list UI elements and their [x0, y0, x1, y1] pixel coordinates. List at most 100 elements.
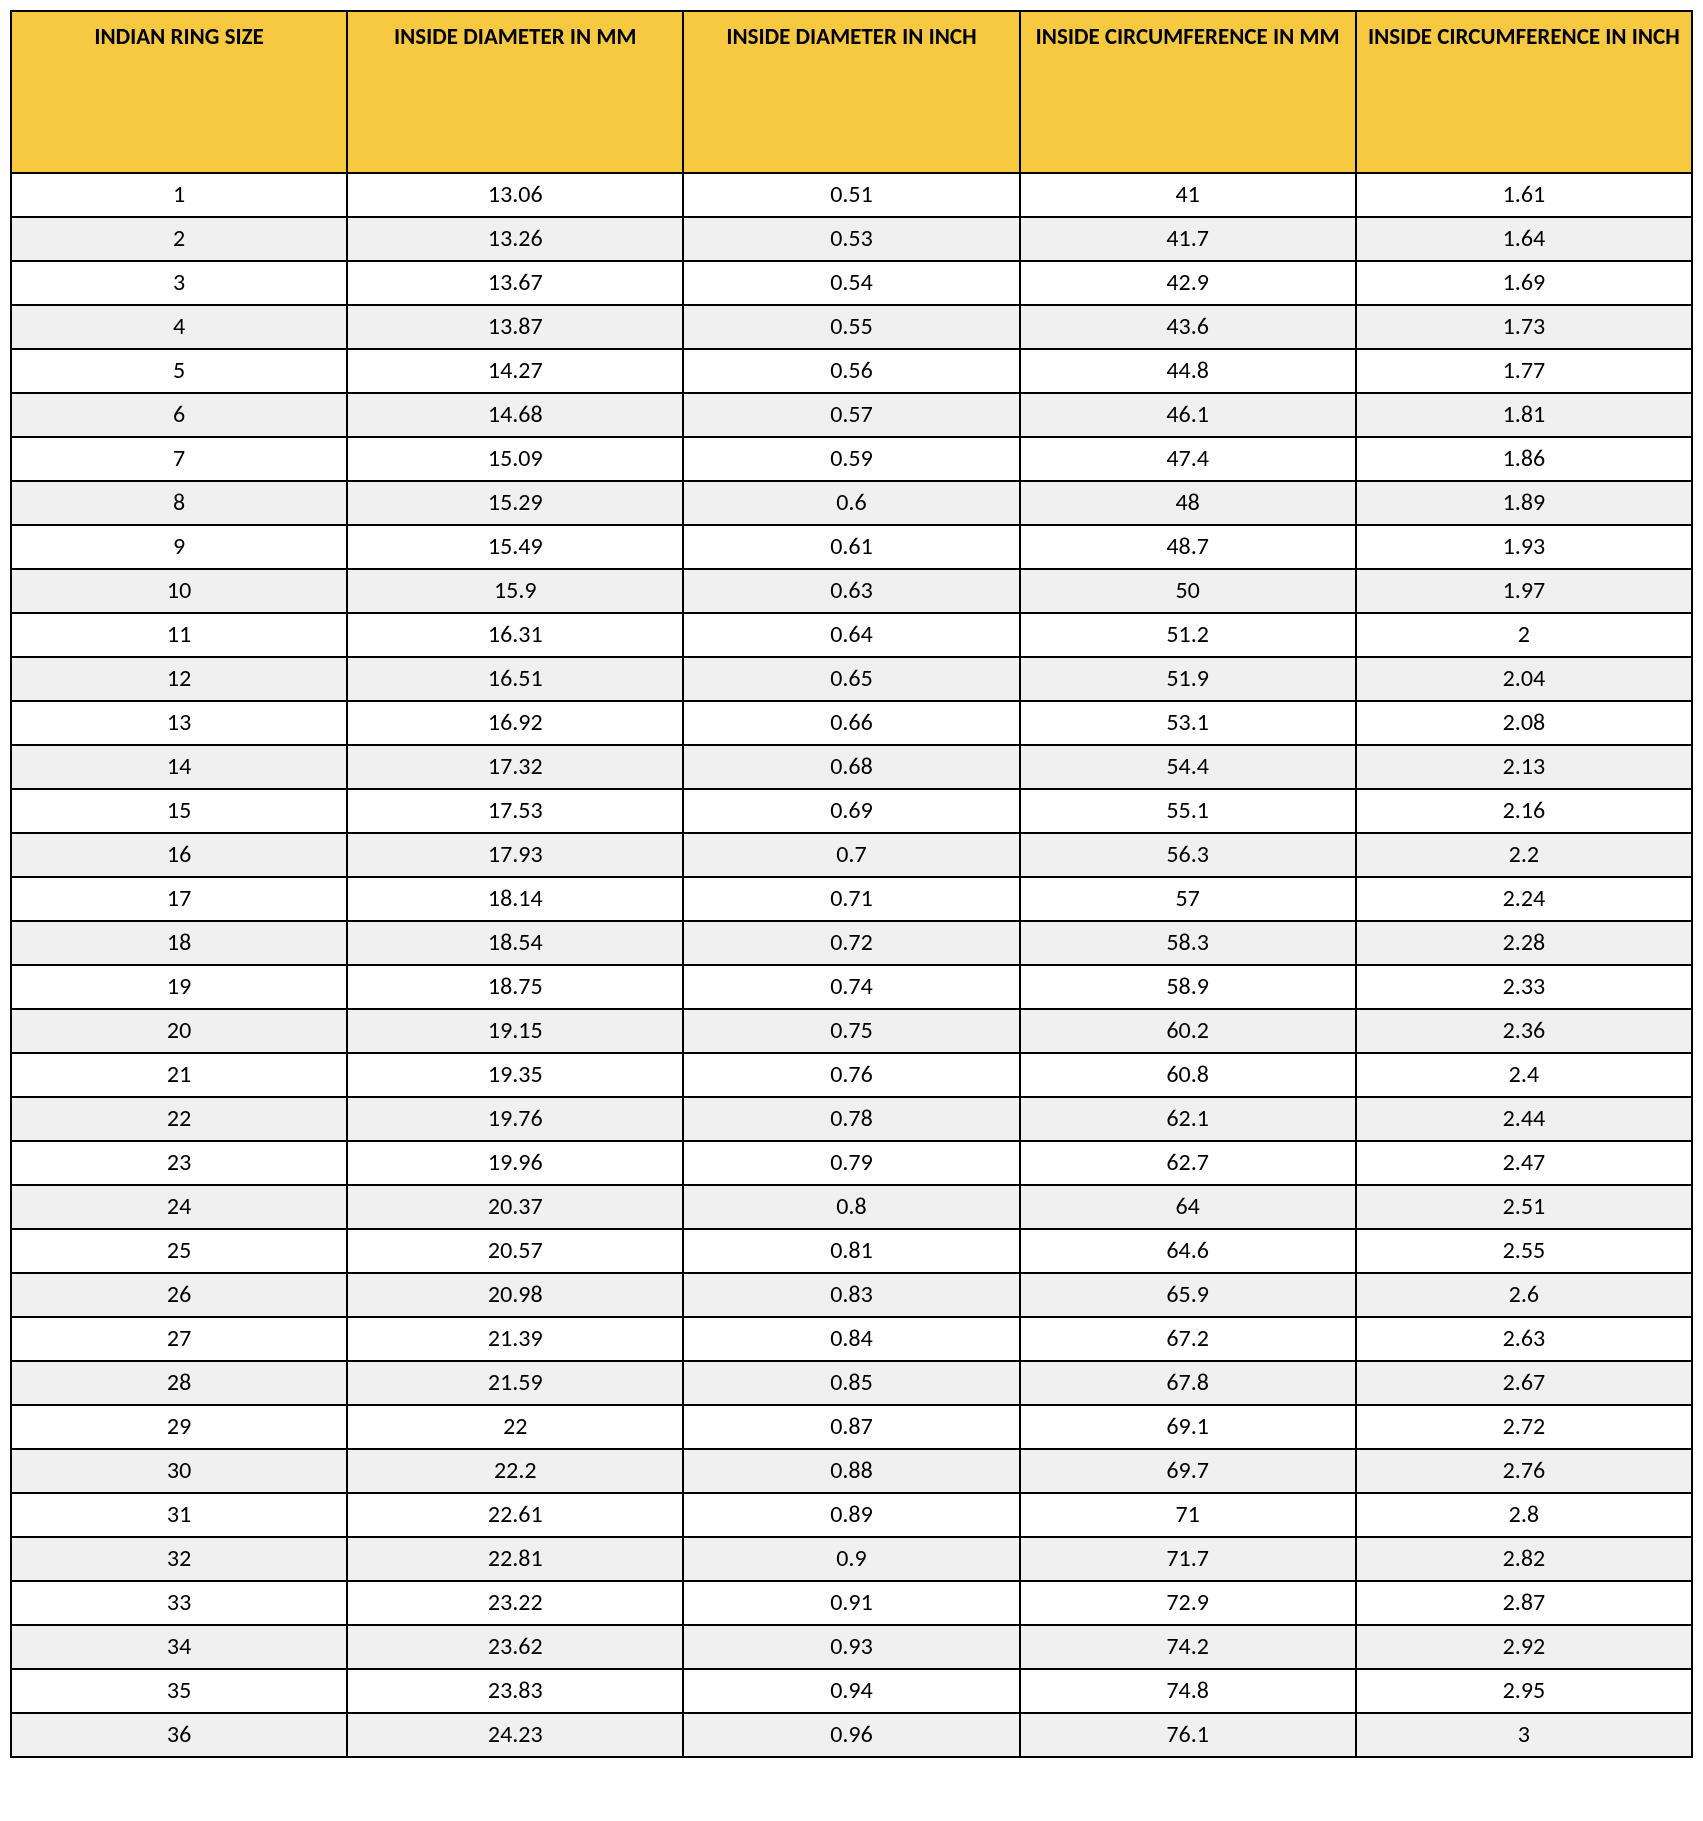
table-cell: 0.96 — [683, 1713, 1019, 1757]
table-row: 113.060.51411.61 — [11, 173, 1692, 217]
table-cell: 11 — [11, 613, 347, 657]
table-row: 213.260.5341.71.64 — [11, 217, 1692, 261]
table-cell: 12 — [11, 657, 347, 701]
table-cell: 60.8 — [1020, 1053, 1356, 1097]
table-cell: 35 — [11, 1669, 347, 1713]
table-cell: 1.97 — [1356, 569, 1692, 613]
col-header-diameter-mm: INSIDE DIAMETER IN MM — [347, 11, 683, 173]
table-row: 2219.760.7862.12.44 — [11, 1097, 1692, 1141]
table-cell: 7 — [11, 437, 347, 481]
table-row: 413.870.5543.61.73 — [11, 305, 1692, 349]
table-cell: 48 — [1020, 481, 1356, 525]
table-cell: 2.51 — [1356, 1185, 1692, 1229]
table-cell: 14 — [11, 745, 347, 789]
table-header: INDIAN RING SIZE INSIDE DIAMETER IN MM I… — [11, 11, 1692, 173]
table-row: 313.670.5442.91.69 — [11, 261, 1692, 305]
table-cell: 19.76 — [347, 1097, 683, 1141]
table-cell: 20 — [11, 1009, 347, 1053]
table-cell: 13.87 — [347, 305, 683, 349]
table-cell: 13.26 — [347, 217, 683, 261]
table-cell: 0.76 — [683, 1053, 1019, 1097]
table-cell: 0.81 — [683, 1229, 1019, 1273]
table-cell: 20.98 — [347, 1273, 683, 1317]
table-row: 614.680.5746.11.81 — [11, 393, 1692, 437]
table-cell: 67.8 — [1020, 1361, 1356, 1405]
table-cell: 1.73 — [1356, 305, 1692, 349]
table-cell: 2.44 — [1356, 1097, 1692, 1141]
table-cell: 1.93 — [1356, 525, 1692, 569]
table-cell: 2.08 — [1356, 701, 1692, 745]
col-header-diameter-inch: INSIDE DIAMETER IN INCH — [683, 11, 1019, 173]
table-cell: 53.1 — [1020, 701, 1356, 745]
table-body: 113.060.51411.61213.260.5341.71.64313.67… — [11, 173, 1692, 1757]
table-cell: 19.96 — [347, 1141, 683, 1185]
table-cell: 2.16 — [1356, 789, 1692, 833]
table-cell: 41 — [1020, 173, 1356, 217]
table-cell: 69.7 — [1020, 1449, 1356, 1493]
ring-size-table: INDIAN RING SIZE INSIDE DIAMETER IN MM I… — [10, 10, 1693, 1758]
table-cell: 0.57 — [683, 393, 1019, 437]
table-row: 3523.830.9474.82.95 — [11, 1669, 1692, 1713]
table-cell: 0.55 — [683, 305, 1019, 349]
table-cell: 0.88 — [683, 1449, 1019, 1493]
table-row: 1417.320.6854.42.13 — [11, 745, 1692, 789]
table-cell: 71.7 — [1020, 1537, 1356, 1581]
table-cell: 16.51 — [347, 657, 683, 701]
table-cell: 2.4 — [1356, 1053, 1692, 1097]
table-cell: 2 — [1356, 613, 1692, 657]
table-cell: 0.66 — [683, 701, 1019, 745]
table-cell: 69.1 — [1020, 1405, 1356, 1449]
table-cell: 22 — [347, 1405, 683, 1449]
table-cell: 51.9 — [1020, 657, 1356, 701]
table-cell: 1.81 — [1356, 393, 1692, 437]
table-cell: 76.1 — [1020, 1713, 1356, 1757]
table-cell: 16.92 — [347, 701, 683, 745]
table-row: 2520.570.8164.62.55 — [11, 1229, 1692, 1273]
table-cell: 22.2 — [347, 1449, 683, 1493]
table-row: 1015.90.63501.97 — [11, 569, 1692, 613]
table-cell: 15.09 — [347, 437, 683, 481]
col-header-ring-size: INDIAN RING SIZE — [11, 11, 347, 173]
table-cell: 1.86 — [1356, 437, 1692, 481]
table-cell: 1.69 — [1356, 261, 1692, 305]
table-cell: 0.65 — [683, 657, 1019, 701]
table-cell: 31 — [11, 1493, 347, 1537]
table-row: 2319.960.7962.72.47 — [11, 1141, 1692, 1185]
table-cell: 44.8 — [1020, 349, 1356, 393]
table-cell: 20.57 — [347, 1229, 683, 1273]
table-cell: 4 — [11, 305, 347, 349]
table-cell: 23.62 — [347, 1625, 683, 1669]
table-cell: 0.9 — [683, 1537, 1019, 1581]
table-cell: 15.29 — [347, 481, 683, 525]
table-cell: 18.14 — [347, 877, 683, 921]
table-row: 715.090.5947.41.86 — [11, 437, 1692, 481]
table-cell: 17 — [11, 877, 347, 921]
table-cell: 22.61 — [347, 1493, 683, 1537]
table-cell: 20.37 — [347, 1185, 683, 1229]
table-cell: 23.83 — [347, 1669, 683, 1713]
table-cell: 64 — [1020, 1185, 1356, 1229]
table-row: 3624.230.9676.13 — [11, 1713, 1692, 1757]
table-cell: 17.53 — [347, 789, 683, 833]
table-cell: 19 — [11, 965, 347, 1009]
table-cell: 2.82 — [1356, 1537, 1692, 1581]
table-cell: 16.31 — [347, 613, 683, 657]
table-cell: 16 — [11, 833, 347, 877]
table-cell: 17.93 — [347, 833, 683, 877]
table-cell: 41.7 — [1020, 217, 1356, 261]
table-cell: 2.6 — [1356, 1273, 1692, 1317]
table-cell: 2.95 — [1356, 1669, 1692, 1713]
table-row: 1918.750.7458.92.33 — [11, 965, 1692, 1009]
table-cell: 14.27 — [347, 349, 683, 393]
table-row: 2019.150.7560.22.36 — [11, 1009, 1692, 1053]
table-cell: 36 — [11, 1713, 347, 1757]
table-row: 1517.530.6955.12.16 — [11, 789, 1692, 833]
table-cell: 0.6 — [683, 481, 1019, 525]
table-cell: 2.67 — [1356, 1361, 1692, 1405]
table-cell: 71 — [1020, 1493, 1356, 1537]
table-row: 3222.810.971.72.82 — [11, 1537, 1692, 1581]
table-cell: 2.36 — [1356, 1009, 1692, 1053]
table-cell: 15.49 — [347, 525, 683, 569]
table-cell: 0.79 — [683, 1141, 1019, 1185]
table-cell: 22 — [11, 1097, 347, 1141]
